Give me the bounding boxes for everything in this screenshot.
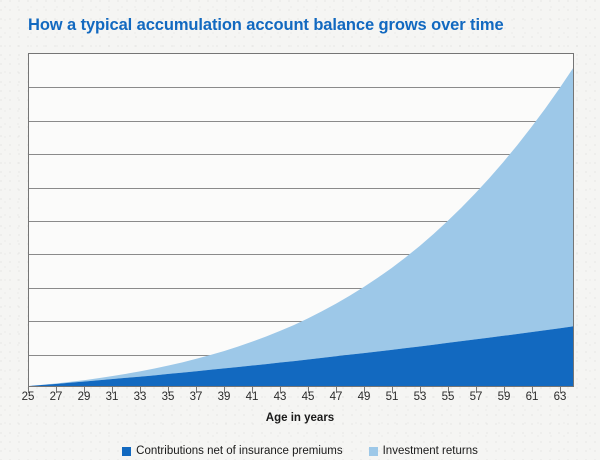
x-axis-tick-label: 59 <box>497 391 511 403</box>
gridline <box>29 120 573 122</box>
x-axis-tick-label: 49 <box>357 391 371 403</box>
legend-item: Contributions net of insurance premiums <box>122 445 343 457</box>
x-axis-tick <box>280 387 281 393</box>
x-axis-tick <box>420 387 421 393</box>
chart-title: How a typical accumulation account balan… <box>28 16 504 34</box>
x-axis-tick <box>140 387 141 393</box>
x-axis-tick <box>504 387 505 393</box>
legend-swatch-icon <box>122 446 132 456</box>
x-axis-tick-label: 33 <box>133 391 147 403</box>
x-axis-tick-label: 61 <box>525 391 539 403</box>
x-axis-tick-label: 25 <box>21 391 35 403</box>
stacked-area-series <box>29 68 573 386</box>
x-axis-tick <box>84 387 85 393</box>
x-axis-tick-label: 57 <box>469 391 483 403</box>
gridline <box>29 254 573 256</box>
x-axis-tick-label: 31 <box>105 391 119 403</box>
x-axis-ticks <box>28 387 574 394</box>
x-axis-tick-label: 47 <box>329 391 343 403</box>
x-axis-tick <box>560 387 561 393</box>
x-axis-tick <box>308 387 309 393</box>
x-axis-tick <box>448 387 449 393</box>
gridline <box>29 221 573 222</box>
gridline <box>29 287 573 289</box>
plot-inner <box>29 54 573 386</box>
x-axis-tick <box>476 387 477 393</box>
legend-label: Investment returns <box>382 445 478 457</box>
x-axis-tick-label: 27 <box>49 391 63 403</box>
gridline <box>29 87 573 89</box>
x-axis-tick <box>252 387 253 393</box>
x-axis-tick <box>56 387 57 393</box>
x-axis-tick-label: 53 <box>413 391 427 403</box>
x-axis-tick-label: 43 <box>273 391 287 403</box>
x-axis-tick-label: 63 <box>553 391 567 403</box>
x-axis-tick-label: 55 <box>441 391 455 403</box>
x-axis-tick-label: 51 <box>385 391 399 403</box>
x-axis-tick <box>112 387 113 393</box>
legend-swatch-icon <box>368 446 378 456</box>
x-axis-tick-label: 41 <box>245 391 259 403</box>
gridline <box>29 154 573 156</box>
gridline <box>29 187 573 189</box>
x-axis-tick <box>336 387 337 393</box>
x-axis-tick <box>392 387 393 393</box>
x-axis-tick-label: 39 <box>217 391 231 403</box>
x-axis-tick-label: 45 <box>301 391 315 403</box>
x-axis-tick <box>364 387 365 393</box>
x-axis-tick <box>168 387 169 393</box>
x-axis-tick-label: 35 <box>161 391 175 403</box>
legend-item: Investment returns <box>368 445 478 457</box>
x-axis-tick <box>196 387 197 393</box>
x-axis-tick-label: 29 <box>77 391 91 403</box>
area-contributions <box>29 326 573 386</box>
plot-area <box>28 53 574 387</box>
x-axis-title: Age in years <box>265 412 335 424</box>
x-axis-tick-labels: 25 27 29 31 33 35 37 39 41 43 45 47 49 51 53 55 57 59 61 63 <box>22 391 574 407</box>
area-investment-returns <box>29 68 573 386</box>
x-axis-tick <box>28 387 29 393</box>
x-axis-tick <box>224 387 225 393</box>
chart-legend: Contributions net of insurance premiums I… <box>0 443 600 459</box>
legend-label: Contributions net of insurance premiums <box>136 445 343 457</box>
x-axis-tick <box>532 387 533 393</box>
x-axis-tick-label: 37 <box>189 391 203 403</box>
